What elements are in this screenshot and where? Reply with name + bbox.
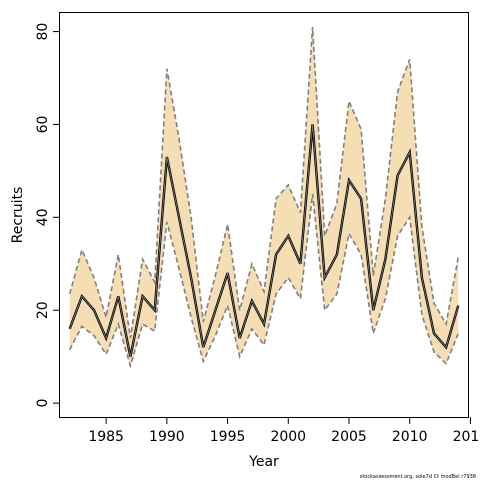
y-axis-title: Recruits — [10, 187, 26, 244]
estimate-line-inner — [69, 124, 459, 357]
x-axis: 1985 1990 1995 2000 2005 2010 2015 — [88, 417, 480, 445]
x-tick-label: 1990 — [149, 429, 185, 445]
x-tick-label: 1995 — [210, 429, 246, 445]
upper-bound-line — [68, 26, 460, 339]
y-axis: 0 20 40 60 80 — [35, 23, 60, 408]
y-tick-label: 0 — [35, 399, 51, 408]
footnote: stockassessment.org, sole7d Ct modBel r7… — [360, 474, 476, 480]
x-tick-label: 2010 — [392, 429, 428, 445]
x-tick-label: 1985 — [88, 429, 124, 445]
x-tick-label: 2000 — [270, 429, 306, 445]
lower-bound-line — [68, 194, 460, 369]
plot-frame — [59, 12, 469, 418]
y-tick-label: 60 — [35, 116, 51, 134]
x-tick-label: 2005 — [331, 429, 367, 445]
x-axis-title: Year — [248, 454, 279, 470]
x-tick-label: 2015 — [453, 429, 480, 445]
confidence-band — [69, 26, 459, 366]
y-tick-label: 80 — [35, 23, 51, 41]
y-tick-label: 20 — [35, 301, 51, 319]
y-tick-label: 40 — [35, 208, 51, 226]
